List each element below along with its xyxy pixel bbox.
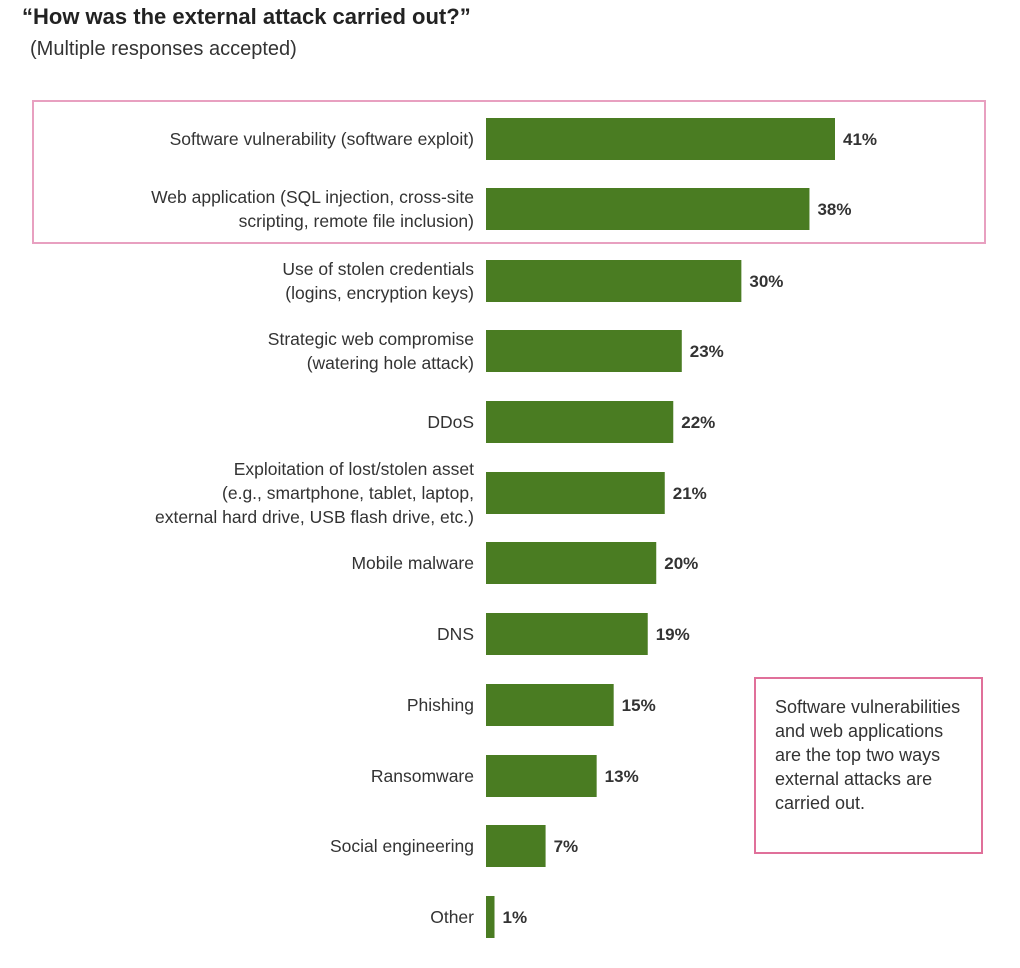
category-label: Use of stolen credentials (logins, encryp… [282,259,474,303]
bar-value-label: 21% [673,484,707,503]
bar [486,755,597,797]
bar [486,401,674,443]
bar-value-label: 20% [664,554,698,573]
bar [486,825,546,867]
bar-value-label: 13% [605,767,639,786]
bar-value-label: 22% [681,413,715,432]
bar-value-label: 30% [749,272,783,291]
chart-title: “How was the external attack carried out… [22,4,471,29]
category-label: DNS [437,624,474,644]
bar [486,684,614,726]
bar-value-label: 23% [690,342,724,361]
callout-note: Software vulnerabilities and web applica… [754,677,983,854]
bar [486,260,742,302]
bar [486,613,648,655]
bar-value-label: 41% [843,130,877,149]
bar [486,896,495,938]
category-label: Mobile malware [351,553,474,573]
category-label: Phishing [407,695,474,715]
bar [486,542,657,584]
category-label: Other [430,907,474,927]
bar-value-label: 7% [554,837,579,856]
callout-note-text: Software vulnerabilities and web applica… [775,697,961,813]
category-label: Social engineering [330,836,474,856]
bar [486,118,835,160]
chart-subtitle: (Multiple responses accepted) [30,38,297,60]
category-label: Strategic web compromise (watering hole a… [268,329,474,373]
category-label: Software vulnerability (software exploit… [170,129,474,149]
category-label: Ransomware [371,766,474,786]
bar [486,330,682,372]
bar [486,472,665,514]
bar [486,188,810,230]
bar-value-label: 38% [817,200,851,219]
category-label: Web application (SQL injection, cross-si… [151,187,474,231]
category-label: Exploitation of lost/stolen asset (e.g., … [155,459,474,527]
bar-value-label: 1% [503,908,528,927]
bar-value-label: 19% [656,625,690,644]
category-label: DDoS [427,412,474,432]
bar-value-label: 15% [622,696,656,715]
top-two-highlight-box [32,100,986,244]
